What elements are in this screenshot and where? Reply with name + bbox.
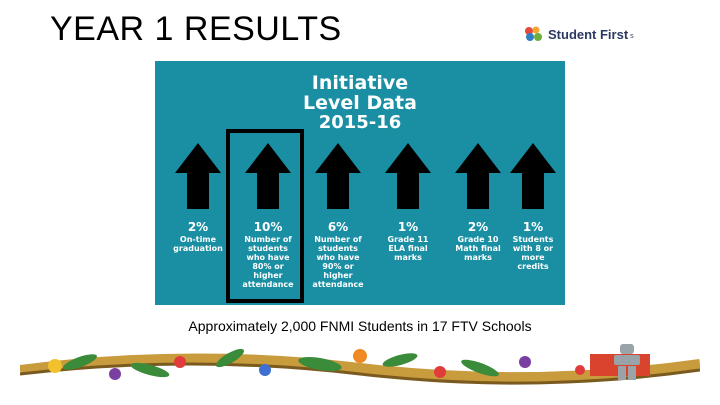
metric-column: 2% Grade 10 Math final marks — [443, 141, 513, 262]
up-arrow-icon — [385, 143, 431, 209]
metric-label: On-time graduation — [173, 235, 223, 253]
up-arrow-icon — [245, 143, 291, 209]
metric-label: Grade 10 Math final marks — [455, 235, 501, 262]
metric-column: 1% Students with 8 or more credits — [498, 141, 568, 271]
metric-column: 6% Number of students who have 90% or hi… — [303, 141, 373, 289]
metric-value: 6% — [327, 220, 349, 234]
logo-text: Student First — [548, 26, 629, 42]
metric-value: 10% — [253, 220, 283, 234]
metric-value: 2% — [187, 220, 209, 234]
metric-label: Number of students who have 90% or highe… — [312, 235, 364, 289]
up-arrow-icon — [175, 143, 221, 209]
metric-column: 2% On-time graduation — [163, 141, 233, 253]
slide-title: YEAR 1 RESULTS — [50, 10, 342, 48]
up-arrow-icon — [315, 143, 361, 209]
metric-column: 10% Number of students who have 80% or h… — [233, 141, 303, 289]
infographic-title-year: 2015-16 — [318, 112, 402, 133]
infographic-title-line1: Initiative — [311, 72, 409, 94]
metric-value: 1% — [522, 220, 544, 234]
infographic-title: Initiative Level Data 2015-16 — [155, 73, 565, 133]
infographic-panel: Initiative Level Data 2015-16 2% On-time… — [155, 61, 565, 305]
logo-mark-icon — [525, 26, 542, 41]
logo-suffix: s — [630, 32, 634, 40]
metric-column: 1% Grade 11 ELA final marks — [373, 141, 443, 262]
decorative-garland-image — [20, 344, 700, 385]
metric-value: 2% — [467, 220, 489, 234]
up-arrow-icon — [510, 143, 556, 209]
metric-value: 1% — [397, 220, 419, 234]
metric-label: Students with 8 or more credits — [512, 235, 554, 271]
caption: Approximately 2,000 FNMI Students in 17 … — [188, 318, 532, 334]
metric-label: Number of students who have 80% or highe… — [242, 235, 294, 289]
student-first-logo: Student First s — [524, 26, 634, 42]
metric-label: Grade 11 ELA final marks — [387, 235, 429, 262]
highlight-box — [226, 129, 304, 303]
up-arrow-icon — [455, 143, 501, 209]
infographic-title-line2: Level Data — [303, 92, 417, 114]
